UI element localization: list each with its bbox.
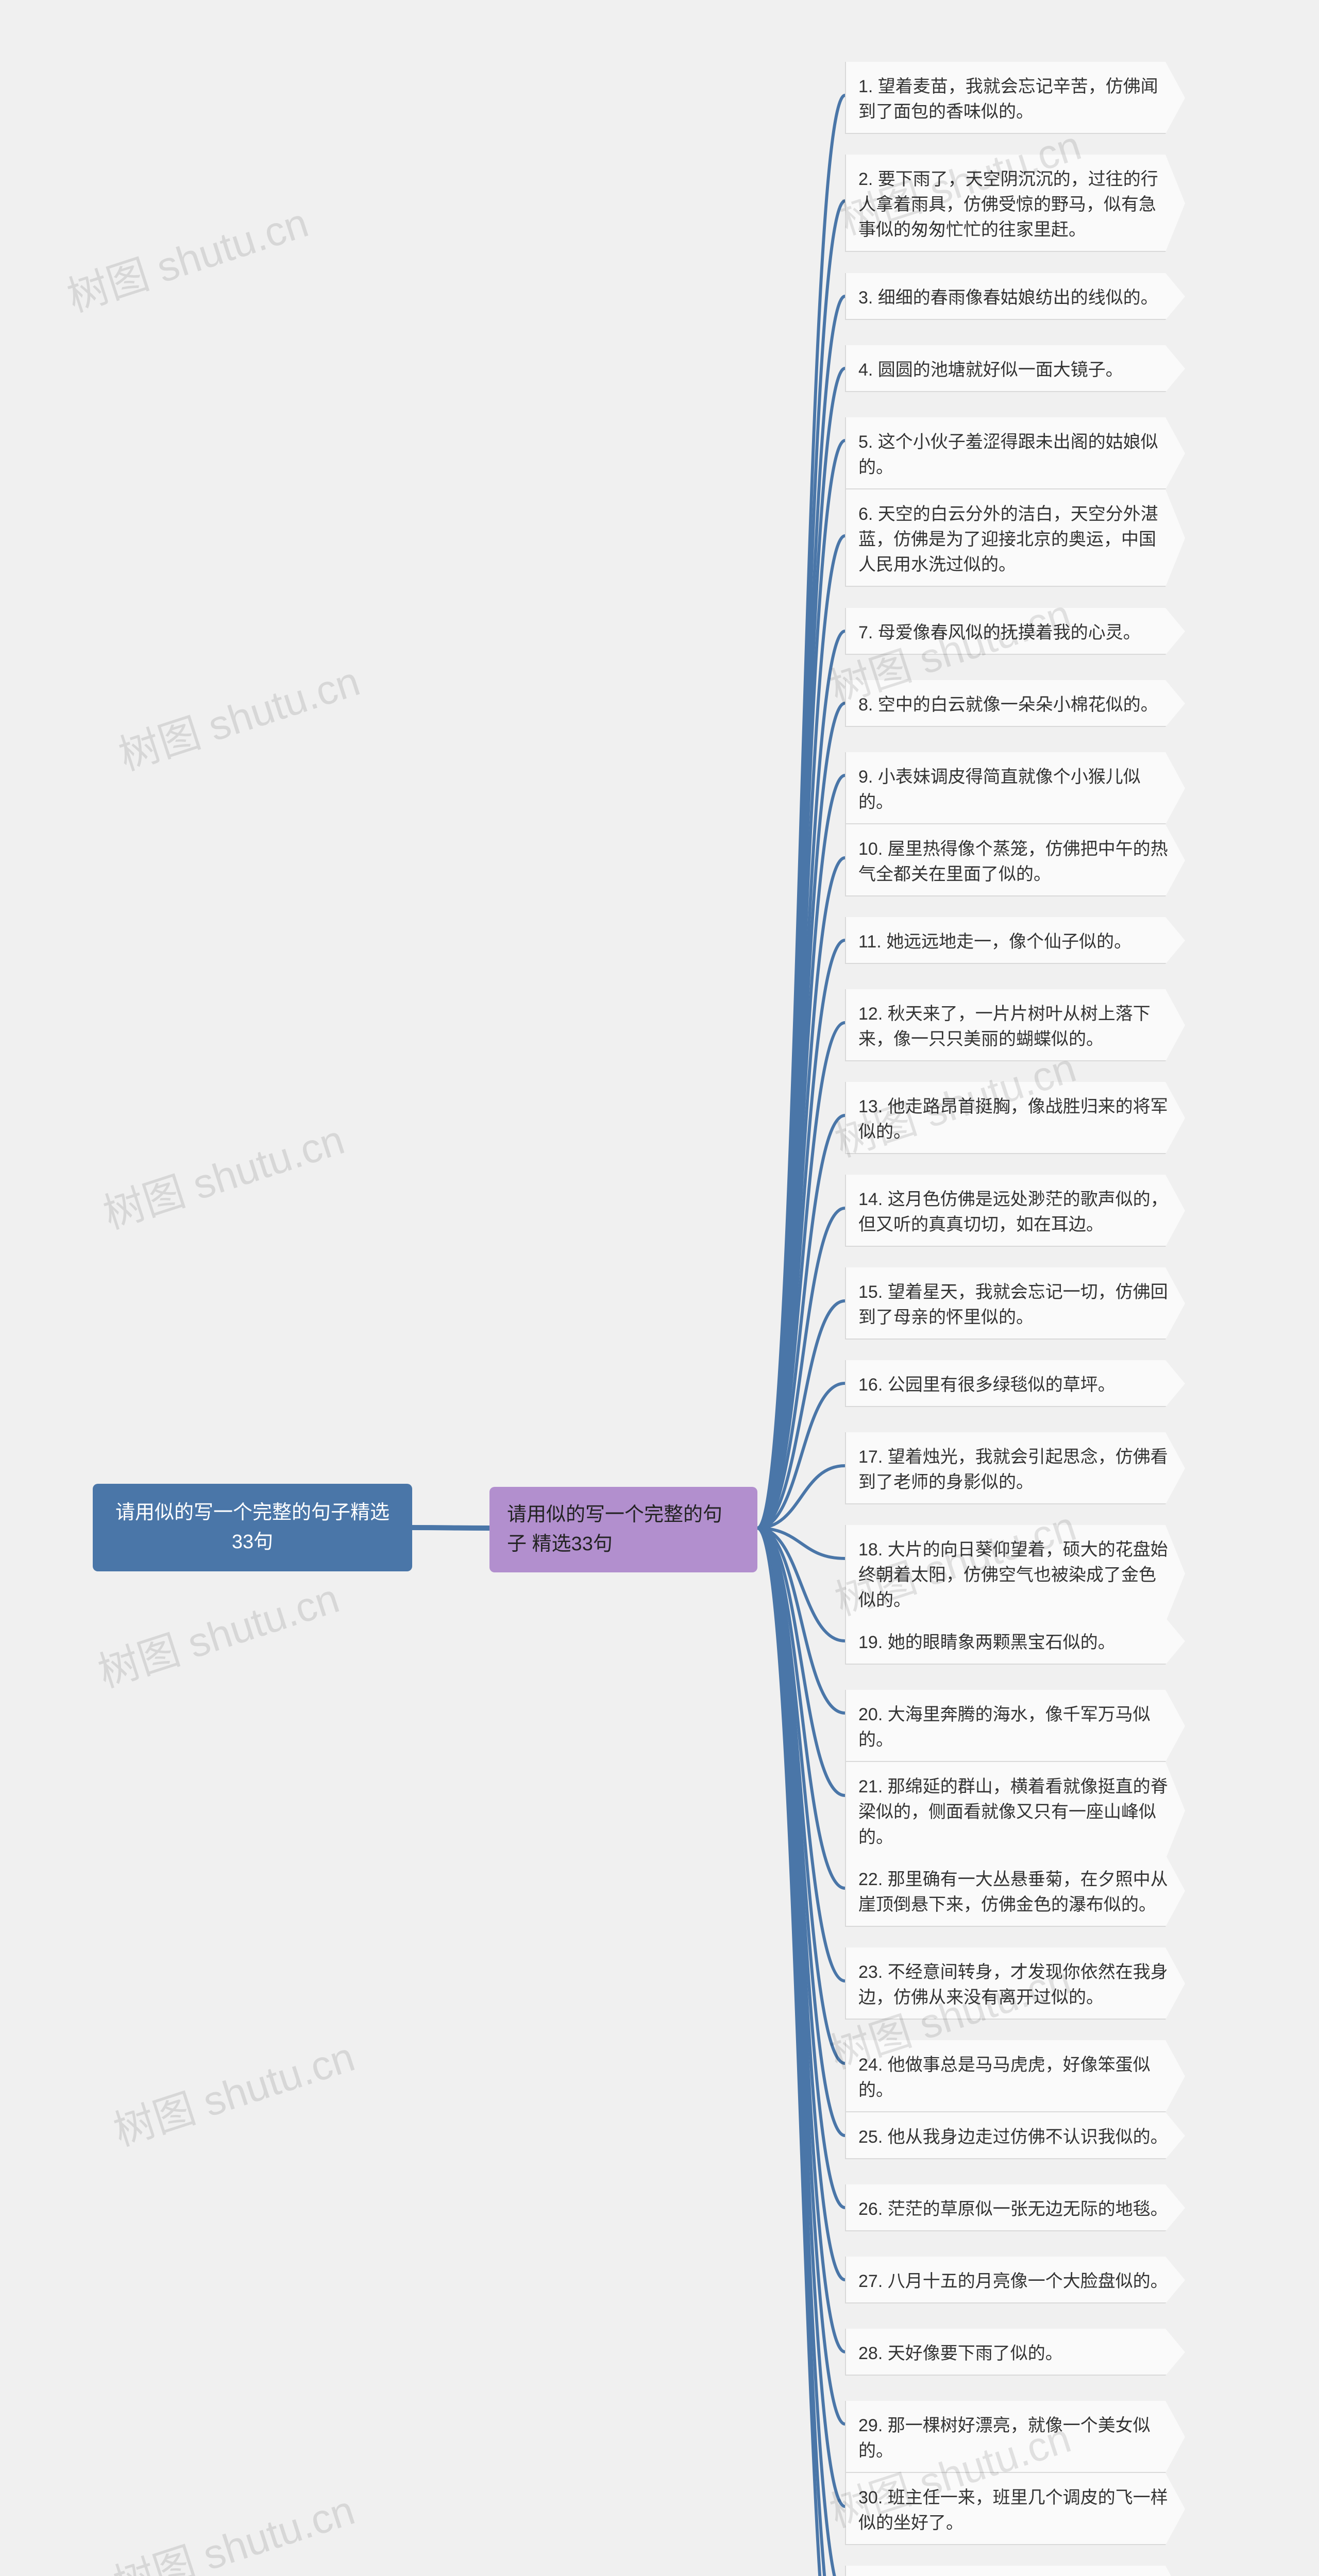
- leaf-node[interactable]: 9. 小表妹调皮得简直就像个小猴儿似的。: [845, 752, 1185, 824]
- leaf-node[interactable]: 30. 班主任一来，班里几个调皮的飞一样似的坐好了。: [845, 2473, 1185, 2545]
- leaf-node[interactable]: 29. 那一棵树好漂亮，就像一个美女似的。: [845, 2401, 1185, 2473]
- leaf-node[interactable]: 11. 她远远地走一，像个仙子似的。: [845, 917, 1185, 964]
- leaf-node[interactable]: 23. 不经意间转身，才发现你依然在我身边，仿佛从来没有离开过似的。: [845, 1947, 1185, 2020]
- leaf-node-label: 3. 细细的春雨像春姑娘纺出的线似的。: [858, 288, 1158, 308]
- leaf-node-label: 7. 母爱像春风似的抚摸着我的心灵。: [858, 623, 1141, 642]
- leaf-node-label: 10. 屋里热得像个蒸笼，仿佛把中午的热气全都关在里面了似的。: [858, 839, 1168, 884]
- leaf-node[interactable]: 12. 秋天来了，一片片树叶从树上落下来，像一只只美丽的蝴蝶似的。: [845, 989, 1185, 1061]
- leaf-node-label: 5. 这个小伙子羞涩得跟未出阁的姑娘似的。: [858, 432, 1158, 477]
- leaf-node-label: 22. 那里确有一大丛悬垂菊，在夕照中从崖顶倒悬下来，仿佛金色的瀑布似的。: [858, 1870, 1168, 1914]
- leaf-node[interactable]: 14. 这月色仿佛是远处渺茫的歌声似的，但又听的真真切切，如在耳边。: [845, 1175, 1185, 1247]
- leaf-node[interactable]: 18. 大片的向日葵仰望着，硕大的花盘始终朝着太阳，仿佛空气也被染成了金色似的。: [845, 1525, 1185, 1622]
- leaf-node-label: 26. 茫茫的草原似一张无边无际的地毯。: [858, 2199, 1168, 2219]
- leaf-node-label: 9. 小表妹调皮得简直就像个小猴儿似的。: [858, 767, 1141, 812]
- leaf-node[interactable]: 20. 大海里奔腾的海水，像千军万马似的。: [845, 1690, 1185, 1762]
- leaf-node-label: 20. 大海里奔腾的海水，像千军万马似的。: [858, 1705, 1151, 1750]
- root-node-label: 请用似的写一个完整的句子精选33句: [110, 1498, 395, 1557]
- leaf-node-label: 14. 这月色仿佛是远处渺茫的歌声似的，但又听的真真切切，如在耳边。: [858, 1190, 1168, 1234]
- leaf-node[interactable]: 24. 他做事总是马马虎虎，好像笨蛋似的。: [845, 2040, 1185, 2112]
- leaf-node[interactable]: 22. 那里确有一大丛悬垂菊，在夕照中从崖顶倒悬下来，仿佛金色的瀑布似的。: [845, 1855, 1185, 1927]
- leaf-node-label: 16. 公园里有很多绿毯似的草坪。: [858, 1375, 1115, 1395]
- leaf-node-label: 30. 班主任一来，班里几个调皮的飞一样似的坐好了。: [858, 2488, 1168, 2533]
- leaf-node-label: 6. 天空的白云分外的洁白，天空分外湛蓝，仿佛是为了迎接北京的奥运，中国人民用水…: [858, 504, 1158, 574]
- leaf-node-label: 12. 秋天来了，一片片树叶从树上落下来，像一只只美丽的蝴蝶似的。: [858, 1004, 1151, 1049]
- leaf-node-label: 17. 望着烛光，我就会引起思念，仿佛看到了老师的身影似的。: [858, 1447, 1168, 1492]
- leaf-node-label: 21. 那绵延的群山，横着看就像挺直的脊梁似的，侧面看就像又只有一座山峰似的。: [858, 1777, 1168, 1847]
- leaf-node-label: 11. 她远远地走一，像个仙子似的。: [858, 932, 1131, 952]
- leaf-node[interactable]: 3. 细细的春雨像春姑娘纺出的线似的。: [845, 273, 1185, 320]
- leaf-node[interactable]: 4. 圆圆的池塘就好似一面大镜子。: [845, 345, 1185, 392]
- leaf-node[interactable]: 27. 八月十五的月亮像一个大脸盘似的。: [845, 2257, 1185, 2303]
- leaf-node[interactable]: 26. 茫茫的草原似一张无边无际的地毯。: [845, 2184, 1185, 2231]
- leaf-node-label: 8. 空中的白云就像一朵朵小棉花似的。: [858, 695, 1158, 715]
- leaf-node[interactable]: 31. 那条小河哼着歌，永不停息地向前奔流着仿佛从不曾遇到过什么阻碍似的。: [845, 2566, 1185, 2576]
- leaf-node-label: 13. 他走路昂首挺胸，像战胜归来的将军似的。: [858, 1097, 1168, 1142]
- leaf-node-label: 29. 那一棵树好漂亮，就像一个美女似的。: [858, 2416, 1151, 2461]
- leaf-node[interactable]: 25. 他从我身边走过仿佛不认识我似的。: [845, 2112, 1185, 2159]
- leaf-node[interactable]: 21. 那绵延的群山，横着看就像挺直的脊梁似的，侧面看就像又只有一座山峰似的。: [845, 1762, 1185, 1859]
- leaf-node[interactable]: 5. 这个小伙子羞涩得跟未出阁的姑娘似的。: [845, 417, 1185, 489]
- leaf-node[interactable]: 17. 望着烛光，我就会引起思念，仿佛看到了老师的身影似的。: [845, 1432, 1185, 1504]
- leaf-node-label: 15. 望着星天，我就会忘记一切，仿佛回到了母亲的怀里似的。: [858, 1282, 1168, 1327]
- leaf-node[interactable]: 8. 空中的白云就像一朵朵小棉花似的。: [845, 680, 1185, 727]
- leaf-node[interactable]: 6. 天空的白云分外的洁白，天空分外湛蓝，仿佛是为了迎接北京的奥运，中国人民用水…: [845, 489, 1185, 587]
- leaf-node[interactable]: 19. 她的眼睛象两颗黑宝石似的。: [845, 1618, 1185, 1665]
- leaf-node-label: 2. 要下雨了，天空阴沉沉的，过往的行人拿着雨具，仿佛受惊的野马，似有急事似的匆…: [858, 170, 1158, 240]
- leaf-node-label: 25. 他从我身边走过仿佛不认识我似的。: [858, 2127, 1168, 2147]
- sub-node-label: 请用似的写一个完整的句子 精选33句: [507, 1500, 740, 1559]
- leaf-node[interactable]: 15. 望着星天，我就会忘记一切，仿佛回到了母亲的怀里似的。: [845, 1267, 1185, 1340]
- leaf-node-label: 28. 天好像要下雨了似的。: [858, 2344, 1063, 2363]
- leaf-node[interactable]: 28. 天好像要下雨了似的。: [845, 2329, 1185, 2376]
- leaf-node[interactable]: 10. 屋里热得像个蒸笼，仿佛把中午的热气全都关在里面了似的。: [845, 824, 1185, 896]
- leaf-node[interactable]: 13. 他走路昂首挺胸，像战胜归来的将军似的。: [845, 1082, 1185, 1154]
- leaf-node-label: 19. 她的眼睛象两颗黑宝石似的。: [858, 1633, 1115, 1652]
- leaf-node-label: 23. 不经意间转身，才发现你依然在我身边，仿佛从来没有离开过似的。: [858, 1962, 1168, 2007]
- leaf-node[interactable]: 2. 要下雨了，天空阴沉沉的，过往的行人拿着雨具，仿佛受惊的野马，似有急事似的匆…: [845, 155, 1185, 252]
- leaf-node-label: 4. 圆圆的池塘就好似一面大镜子。: [858, 360, 1123, 380]
- sub-node[interactable]: 请用似的写一个完整的句子 精选33句: [489, 1487, 757, 1572]
- leaf-node[interactable]: 1. 望着麦苗，我就会忘记辛苦，仿佛闻到了面包的香味似的。: [845, 62, 1185, 134]
- leaf-node-label: 27. 八月十五的月亮像一个大脸盘似的。: [858, 2272, 1168, 2291]
- leaf-node[interactable]: 7. 母爱像春风似的抚摸着我的心灵。: [845, 608, 1185, 655]
- leaf-node[interactable]: 16. 公园里有很多绿毯似的草坪。: [845, 1360, 1185, 1407]
- root-node[interactable]: 请用似的写一个完整的句子精选33句: [93, 1484, 412, 1571]
- leaf-node-label: 1. 望着麦苗，我就会忘记辛苦，仿佛闻到了面包的香味似的。: [858, 77, 1158, 122]
- leaf-node-label: 24. 他做事总是马马虎虎，好像笨蛋似的。: [858, 2055, 1151, 2100]
- mindmap-canvas: 请用似的写一个完整的句子精选33句 请用似的写一个完整的句子 精选33句 1. …: [0, 0, 1319, 2576]
- leaf-node-label: 18. 大片的向日葵仰望着，硕大的花盘始终朝着太阳，仿佛空气也被染成了金色似的。: [858, 1540, 1168, 1610]
